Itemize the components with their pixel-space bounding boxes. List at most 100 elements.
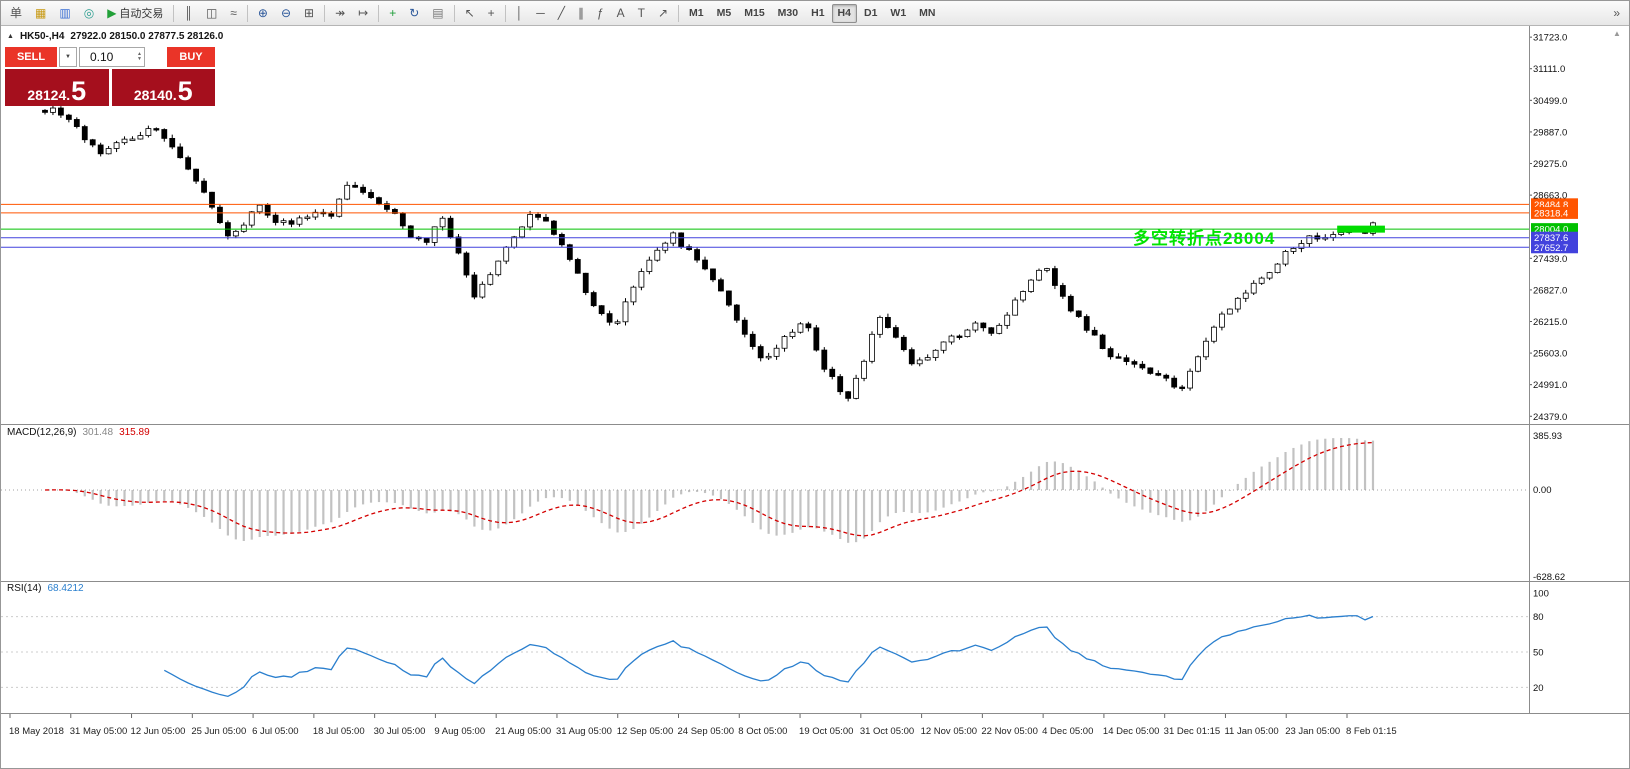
channel-button[interactable]: ∥ [572, 3, 590, 24]
svg-text:27837.6: 27837.6 [1534, 233, 1568, 244]
trendline-button[interactable]: ╱ [552, 3, 571, 24]
terminal-button[interactable]: ◎ [78, 3, 100, 24]
vertical-line-button[interactable]: │ [510, 3, 530, 24]
cursor-button[interactable]: ↖ [459, 3, 481, 24]
fibonacci-button[interactable]: ƒ [591, 3, 610, 24]
macd-name: MACD(12,26,9) [7, 427, 77, 438]
timeframe-m5-button[interactable]: M5 [716, 7, 732, 19]
fibonacci-icon: ƒ [596, 6, 604, 20]
market-watch-button[interactable]: ▦ [29, 3, 52, 24]
order-type-dropdown[interactable]: ▼ [59, 47, 77, 67]
terminal-icon: ◎ [83, 6, 95, 20]
svg-text:30 Jul 05:00: 30 Jul 05:00 [374, 726, 426, 737]
buy-price-button[interactable]: 28140. 5 [111, 69, 215, 107]
highlight-zone[interactable] [1337, 225, 1385, 233]
label-icon: T [637, 6, 645, 20]
macd-signal-value: 315.89 [119, 427, 150, 438]
text-icon: A [616, 6, 625, 20]
sell-price-button[interactable]: 28124. 5 [5, 69, 109, 106]
crosshair-button[interactable]: + [482, 3, 501, 24]
auto-scroll-button[interactable]: ↠ [329, 3, 351, 24]
toolbar-overflow-button[interactable]: » [1607, 3, 1626, 24]
svg-text:25 Jun 05:00: 25 Jun 05:00 [191, 726, 246, 737]
svg-text:12 Sep 05:00: 12 Sep 05:00 [617, 726, 674, 737]
svg-text:22 Nov 05:00: 22 Nov 05:00 [981, 726, 1038, 737]
svg-text:31 Dec 01:15: 31 Dec 01:15 [1164, 726, 1221, 737]
svg-text:18 Jul 05:00: 18 Jul 05:00 [313, 726, 365, 737]
timeframe-m1-button[interactable]: M1 [689, 7, 704, 19]
toolbar-separator [378, 4, 380, 22]
volume-input[interactable]: 0.10 ▲ ▼ [79, 47, 145, 67]
sell-button[interactable]: SELL [5, 47, 57, 67]
indicators-icon: + [389, 6, 397, 20]
svg-text:6 Jul 05:00: 6 Jul 05:00 [252, 726, 298, 737]
market-watch-icon: ▦ [35, 6, 47, 20]
chart-corner-icon: ▲ [7, 33, 14, 40]
buy-button[interactable]: BUY [167, 47, 215, 67]
timeframe-mn-button[interactable]: MN [919, 7, 936, 19]
channel-icon: ∥ [577, 6, 584, 20]
svg-text:14 Dec 05:00: 14 Dec 05:00 [1103, 726, 1160, 737]
horizontal-line-button[interactable]: ─ [530, 3, 551, 24]
toolbar-separator [246, 4, 248, 22]
trade-panel-prices: 28124. 5 28140. 5 [5, 69, 215, 106]
timeframe-h4-button[interactable]: H4 [831, 3, 857, 23]
svg-text:21 Aug 05:00: 21 Aug 05:00 [495, 726, 551, 737]
svg-text:23 Jan 05:00: 23 Jan 05:00 [1285, 726, 1340, 737]
svg-text:27439.0: 27439.0 [1533, 254, 1567, 265]
toolbar-separator [324, 4, 326, 22]
line-chart-button[interactable]: ≈ [224, 3, 243, 24]
macd-label: MACD(12,26,9) 301.48 315.89 [7, 427, 150, 438]
price-pane [1, 105, 1529, 402]
axis-price-badge [1531, 241, 1578, 254]
autotrading-button[interactable]: ▶ 自动交易 [101, 3, 169, 24]
navigator-button[interactable]: ▥ [53, 3, 76, 24]
chart-shift-icon: ↦ [358, 6, 369, 20]
svg-text:26215.0: 26215.0 [1533, 317, 1567, 328]
svg-text:11 Jan 05:00: 11 Jan 05:00 [1224, 726, 1278, 737]
bar-chart-button[interactable]: ║ [178, 3, 199, 24]
time-axis[interactable]: 18 May 2018 31 May 05:00 12 Jun 05:00 25 Ju… [9, 713, 1397, 738]
stepper-down-icon[interactable]: ▼ [137, 56, 142, 62]
label-button[interactable]: T [632, 3, 651, 24]
overflow-icon: » [1613, 6, 1620, 20]
zoom-out-button[interactable]: ⊖ [275, 3, 297, 24]
tile-windows-button[interactable]: ⊞ [298, 3, 320, 24]
svg-text:24379.0: 24379.0 [1533, 412, 1567, 423]
timeframe-d1-button[interactable]: D1 [863, 7, 878, 19]
svg-text:30499.0: 30499.0 [1533, 96, 1567, 107]
periods-button[interactable]: ↻ [403, 3, 425, 24]
templates-button[interactable]: ▤ [426, 3, 449, 24]
timeframe-m30-button[interactable]: M30 [777, 7, 799, 19]
arrow-icon: ↗ [657, 6, 669, 20]
auto-scroll-icon: ↠ [335, 6, 346, 20]
zoom-in-button[interactable]: ⊕ [252, 3, 274, 24]
axis-price-badge [1531, 206, 1578, 219]
svg-text:26827.0: 26827.0 [1533, 285, 1567, 296]
volume-stepper[interactable]: ▲ ▼ [137, 52, 142, 62]
ohlc-values: 27922.0 28150.0 27877.5 28126.0 [70, 31, 224, 42]
stepper-up-icon[interactable]: ▲ [137, 51, 142, 57]
indicators-button[interactable]: + [383, 3, 402, 24]
svg-text:-628.62: -628.62 [1533, 572, 1565, 583]
chart-annotation[interactable]: 多空转折点28004 [1133, 229, 1276, 248]
svg-text:9 Aug 05:00: 9 Aug 05:00 [434, 726, 485, 737]
line-chart-icon: ≈ [230, 6, 237, 20]
timeframe-h1-button[interactable]: H1 [811, 7, 825, 19]
buy-price-big: 5 [177, 76, 193, 107]
chart-shift-button[interactable]: ↦ [352, 3, 374, 24]
svg-text:100: 100 [1533, 589, 1549, 600]
rsi-name: RSI(14) [7, 583, 42, 594]
timeframe-w1-button[interactable]: W1 [890, 7, 907, 19]
svg-text:28318.4: 28318.4 [1534, 208, 1568, 219]
text-button[interactable]: A [611, 3, 631, 24]
zoom-in-icon: ⊕ [257, 6, 268, 20]
new-order-button[interactable]: 单 [4, 3, 28, 24]
timeframe-m15-button[interactable]: M15 [744, 7, 765, 19]
arrows-button[interactable]: ↗ [652, 3, 674, 24]
chart-window: 28484.8 28318.4 28004.0 27837.6 27652.7 31723… [1, 26, 1629, 768]
rsi-pane [1, 614, 1529, 698]
candlestick-chart-button[interactable]: ◫ [200, 3, 223, 24]
